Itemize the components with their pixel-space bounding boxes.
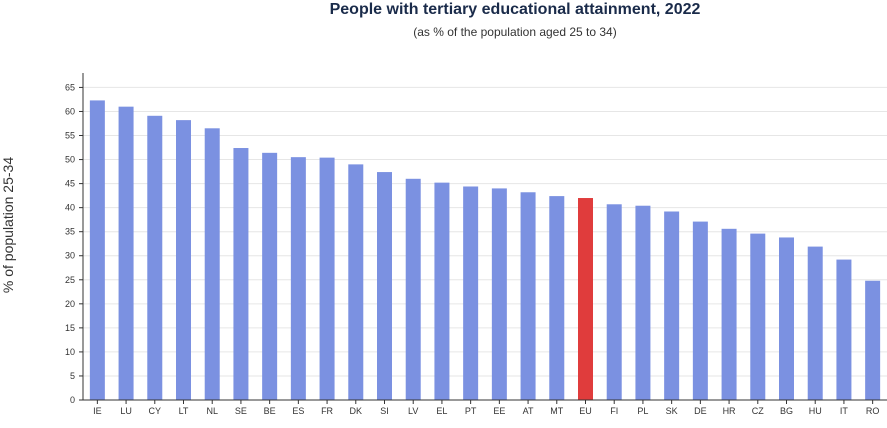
- x-tick-label: SI: [380, 406, 389, 416]
- bar-es[interactable]: [290, 157, 306, 400]
- x-tick-label: ES: [292, 406, 304, 416]
- y-tick-label: 45: [65, 179, 75, 189]
- y-tick-label: 20: [65, 299, 75, 309]
- x-tick-label: RO: [866, 406, 880, 416]
- y-tick-label: 30: [65, 251, 75, 261]
- bar-si[interactable]: [377, 172, 392, 400]
- bar-cz[interactable]: [750, 233, 766, 400]
- x-tick-label: PT: [465, 406, 477, 416]
- chart-title: People with tertiary educational attainm…: [329, 1, 701, 18]
- x-tick-label: CY: [149, 406, 162, 416]
- x-tick-label: HR: [723, 406, 736, 416]
- x-tick-label: IE: [93, 406, 102, 416]
- bar-bg[interactable]: [779, 237, 794, 400]
- x-axis-ticks: IE LU CY LT NL SE BE ES FR DK SI LV EL PT EE AT MT EU FI PL…: [93, 400, 879, 416]
- bar-el[interactable]: [434, 182, 450, 400]
- x-tick-label: NL: [206, 406, 218, 416]
- bar-se[interactable]: [233, 148, 249, 400]
- y-axis-ticks: 0 5 10 15 20 25 30 35 40 45 50 55 60 65: [65, 82, 83, 405]
- bar-lu[interactable]: [118, 106, 134, 400]
- bar-dk[interactable]: [348, 164, 364, 400]
- bar-hu[interactable]: [807, 246, 823, 400]
- y-tick-label: 35: [65, 227, 75, 237]
- gridlines: [83, 86, 887, 377]
- y-tick-label: 50: [65, 155, 75, 165]
- x-tick-label: LT: [179, 406, 189, 416]
- x-tick-label: LU: [120, 406, 132, 416]
- y-tick-label: 55: [65, 131, 75, 141]
- bar-ie[interactable]: [89, 100, 105, 401]
- bar-hr[interactable]: [721, 228, 737, 400]
- x-tick-label: IT: [840, 406, 849, 416]
- bar-cy[interactable]: [147, 115, 163, 401]
- x-tick-label: EL: [436, 406, 447, 416]
- bar-fr[interactable]: [319, 157, 335, 400]
- x-tick-label: CZ: [752, 406, 764, 416]
- bar-eu[interactable]: [578, 198, 593, 400]
- bar-ro[interactable]: [865, 280, 881, 400]
- x-tick-label: EU: [579, 406, 592, 416]
- x-tick-label: MT: [550, 406, 563, 416]
- x-tick-label: SK: [666, 406, 678, 416]
- y-tick-label: 15: [65, 323, 75, 333]
- bar-pt[interactable]: [463, 186, 479, 400]
- x-tick-label: FI: [610, 406, 618, 416]
- bar-nl[interactable]: [204, 128, 220, 401]
- x-tick-label: AT: [523, 406, 534, 416]
- bar-ee[interactable]: [491, 188, 507, 400]
- y-tick-label: 10: [65, 347, 75, 357]
- bar-sk[interactable]: [664, 211, 680, 400]
- x-tick-label: BG: [780, 406, 793, 416]
- bar-mt[interactable]: [549, 196, 565, 400]
- bar-lt[interactable]: [176, 120, 191, 401]
- x-tick-label: EE: [493, 406, 505, 416]
- x-tick-label: HU: [809, 406, 822, 416]
- y-tick-label: 40: [65, 203, 75, 213]
- x-tick-label: BE: [264, 406, 276, 416]
- bar-fi[interactable]: [606, 204, 622, 400]
- x-tick-label: DK: [350, 406, 363, 416]
- x-tick-label: LV: [408, 406, 418, 416]
- bar-it[interactable]: [836, 259, 852, 400]
- y-tick-label: 5: [70, 371, 75, 381]
- x-tick-label: PL: [637, 406, 648, 416]
- bar-at[interactable]: [520, 192, 536, 400]
- y-tick-label: 0: [70, 395, 75, 405]
- x-tick-label: DE: [694, 406, 707, 416]
- bar-lv[interactable]: [405, 178, 421, 400]
- bar-be[interactable]: [262, 152, 278, 400]
- y-tick-label: 60: [65, 106, 75, 116]
- y-tick-label: 25: [65, 275, 75, 285]
- bar-de[interactable]: [692, 221, 708, 400]
- x-tick-label: SE: [235, 406, 247, 416]
- bars: [89, 100, 881, 401]
- x-tick-label: FR: [321, 406, 333, 416]
- y-tick-label: 65: [65, 82, 75, 92]
- bar-pl[interactable]: [635, 205, 651, 400]
- chart-subtitle: (as % of the population aged 25 to 34): [413, 25, 617, 39]
